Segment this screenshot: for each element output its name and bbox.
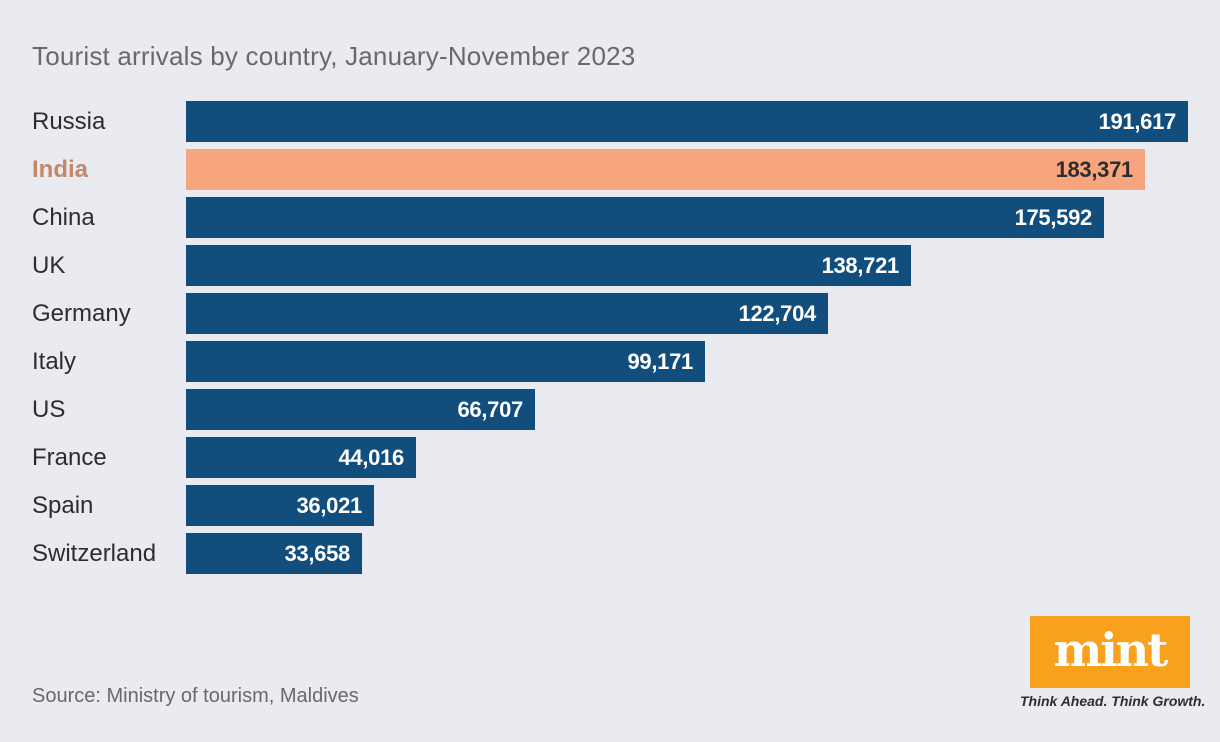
bar-track: 66,707 [186,389,1188,430]
bar: 66,707 [186,389,535,430]
bar-row: India 183,371 [32,149,1188,190]
bar-value-label: 33,658 [284,540,351,566]
bar-row: UK 138,721 [32,245,1188,286]
bar-value-label: 183,371 [1055,156,1134,182]
bar-track: 183,371 [186,149,1188,190]
mint-logo: mint [1030,616,1190,688]
bar-track: 122,704 [186,293,1188,334]
mint-logo-text: mint [1053,623,1169,677]
bar-value-label: 36,021 [296,492,363,518]
bar: 122,704 [186,293,828,334]
bar-value-label: 66,707 [457,396,524,422]
bar-track: 175,592 [186,197,1188,238]
bar: 99,171 [186,341,705,382]
country-label: UK [32,252,66,279]
bar-track: 191,617 [186,101,1188,142]
bar: 138,721 [186,245,911,286]
country-label: Switzerland [32,540,157,567]
bar: 44,016 [186,437,416,478]
bar: 175,592 [186,197,1104,238]
bar: 191,617 [186,101,1188,142]
source-note: Source: Ministry of tourism, Maldives [32,685,359,707]
bar-row: France 44,016 [32,437,1188,478]
country-label: Russia [32,108,106,135]
bar-chart: Russia 191,617 India 183,371 China 175,592 UK 1… [32,101,1188,574]
bar-value-label: 138,721 [821,252,900,278]
bar-value-label: 122,704 [738,300,817,326]
chart-title: Tourist arrivals by country, January-Nov… [32,41,636,71]
country-label: US [32,396,66,423]
country-label: France [32,444,107,471]
bar-value-label: 44,016 [338,444,405,470]
bar-track: 44,016 [186,437,1188,478]
bar: 36,021 [186,485,374,526]
country-label: Spain [32,492,94,519]
bar-track: 138,721 [186,245,1188,286]
bar-row: US 66,707 [32,389,1188,430]
bar-row: Germany 122,704 [32,293,1188,334]
bar-row: Italy 99,171 [32,341,1188,382]
country-label: Germany [32,300,131,327]
bar-row: Spain 36,021 [32,485,1188,526]
country-label: Italy [32,348,77,375]
mint-tagline: Think Ahead. Think Growth. [1020,693,1206,709]
bar-track: 33,658 [186,533,1188,574]
bar-row: China 175,592 [32,197,1188,238]
country-label: China [32,204,95,231]
bar: 33,658 [186,533,362,574]
bar-track: 99,171 [186,341,1188,382]
bar-value-label: 99,171 [627,348,694,374]
bar: 183,371 [186,149,1145,190]
country-label: India [32,156,89,183]
bar-value-label: 175,592 [1014,204,1093,230]
bar-row: Russia 191,617 [32,101,1188,142]
bar-row: Switzerland 33,658 [32,533,1188,574]
bar-value-label: 191,617 [1098,108,1177,134]
bar-track: 36,021 [186,485,1188,526]
